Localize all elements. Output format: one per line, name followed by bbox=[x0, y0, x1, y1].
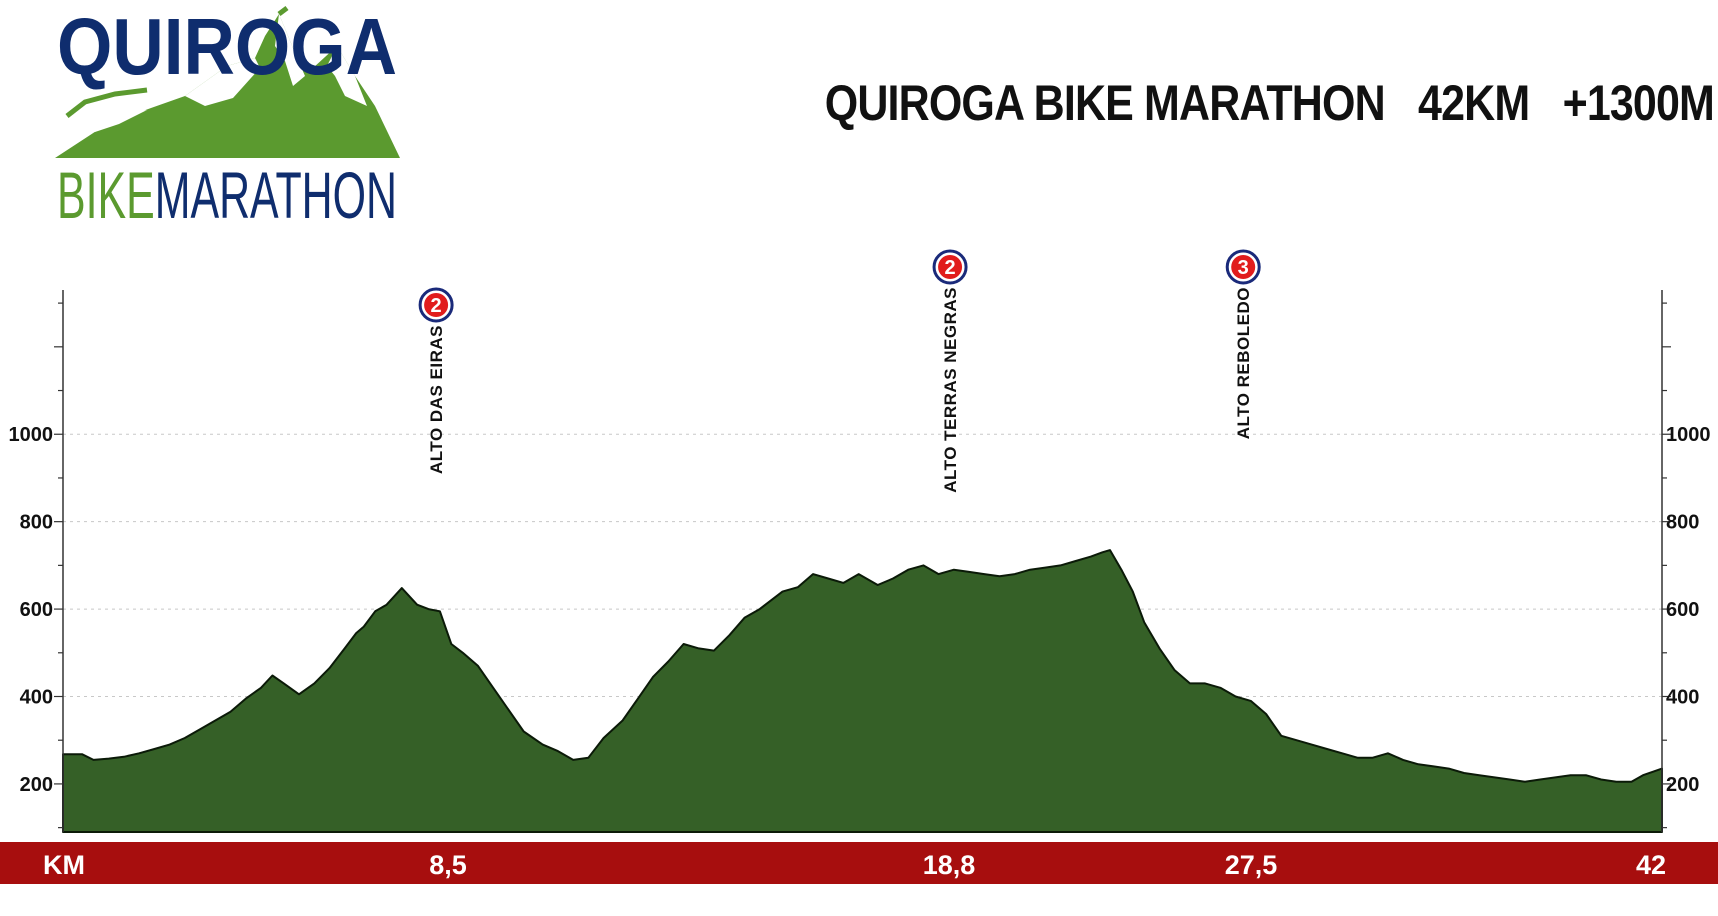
summit-annotations: 2 ALTO DAS EIRAS 2 ALTO TERRAS NEGRAS 3 ALTO … bbox=[418, 249, 1261, 493]
elevation-profile-area bbox=[62, 549, 1663, 833]
page-title: QUIROGA BIKE MARATHON 42KM +1300M bbox=[824, 75, 1715, 131]
y-tick-label-left: 1000 bbox=[9, 424, 54, 446]
summit-name-label: ALTO DAS EIRAS bbox=[427, 325, 446, 474]
summit-name-label: ALTO REBOLEDO bbox=[1234, 287, 1253, 439]
y-tick-label-right: 600 bbox=[1666, 599, 1699, 621]
x-tick-label: 27,5 bbox=[1225, 850, 1278, 880]
summit-annotation: 2 ALTO TERRAS NEGRAS bbox=[932, 249, 968, 493]
x-axis-label: KM bbox=[43, 850, 85, 880]
profile-area-layer bbox=[62, 549, 1663, 833]
y-tick-labels: 200 200 400 400 600 600 800 800 1000 1000 bbox=[9, 424, 1711, 796]
y-tick-label-right: 400 bbox=[1666, 687, 1699, 709]
y-tick-label-right: 200 bbox=[1666, 774, 1699, 796]
y-tick-label-left: 800 bbox=[20, 512, 53, 534]
category-badge bbox=[1231, 255, 1256, 279]
x-tick-label: 42 bbox=[1636, 850, 1666, 880]
category-badge bbox=[424, 293, 449, 317]
y-tick-label-left: 600 bbox=[20, 599, 53, 621]
km-bar-background bbox=[0, 842, 1718, 884]
logo-bike-text: BIKE bbox=[57, 158, 155, 232]
category-badge-text: 2 bbox=[945, 257, 956, 279]
y-tick-label-left: 200 bbox=[20, 774, 53, 796]
category-badge-text: 3 bbox=[1238, 257, 1249, 279]
logo-top-text: QUIROGA bbox=[57, 6, 397, 91]
axis-layer bbox=[54, 290, 1671, 832]
logo-marathon-text: MARATHON bbox=[155, 158, 397, 232]
km-bar: KM 8,5 18,8 27,5 42 bbox=[0, 842, 1718, 884]
summit-annotation: 2 ALTO DAS EIRAS bbox=[418, 287, 454, 474]
y-tick-label-left: 400 bbox=[20, 687, 53, 709]
summit-name-label: ALTO TERRAS NEGRAS bbox=[941, 287, 960, 493]
y-tick-label-right: 800 bbox=[1666, 512, 1699, 534]
summit-annotation: 3 ALTO REBOLEDO bbox=[1225, 249, 1261, 439]
x-tick-label: 18,8 bbox=[923, 850, 976, 880]
category-badge-text: 2 bbox=[431, 295, 442, 317]
mountain-logo-icon bbox=[55, 6, 400, 158]
y-tick-label-right: 1000 bbox=[1666, 424, 1711, 446]
x-tick-label: 8,5 bbox=[429, 850, 467, 880]
category-badge bbox=[938, 255, 963, 279]
